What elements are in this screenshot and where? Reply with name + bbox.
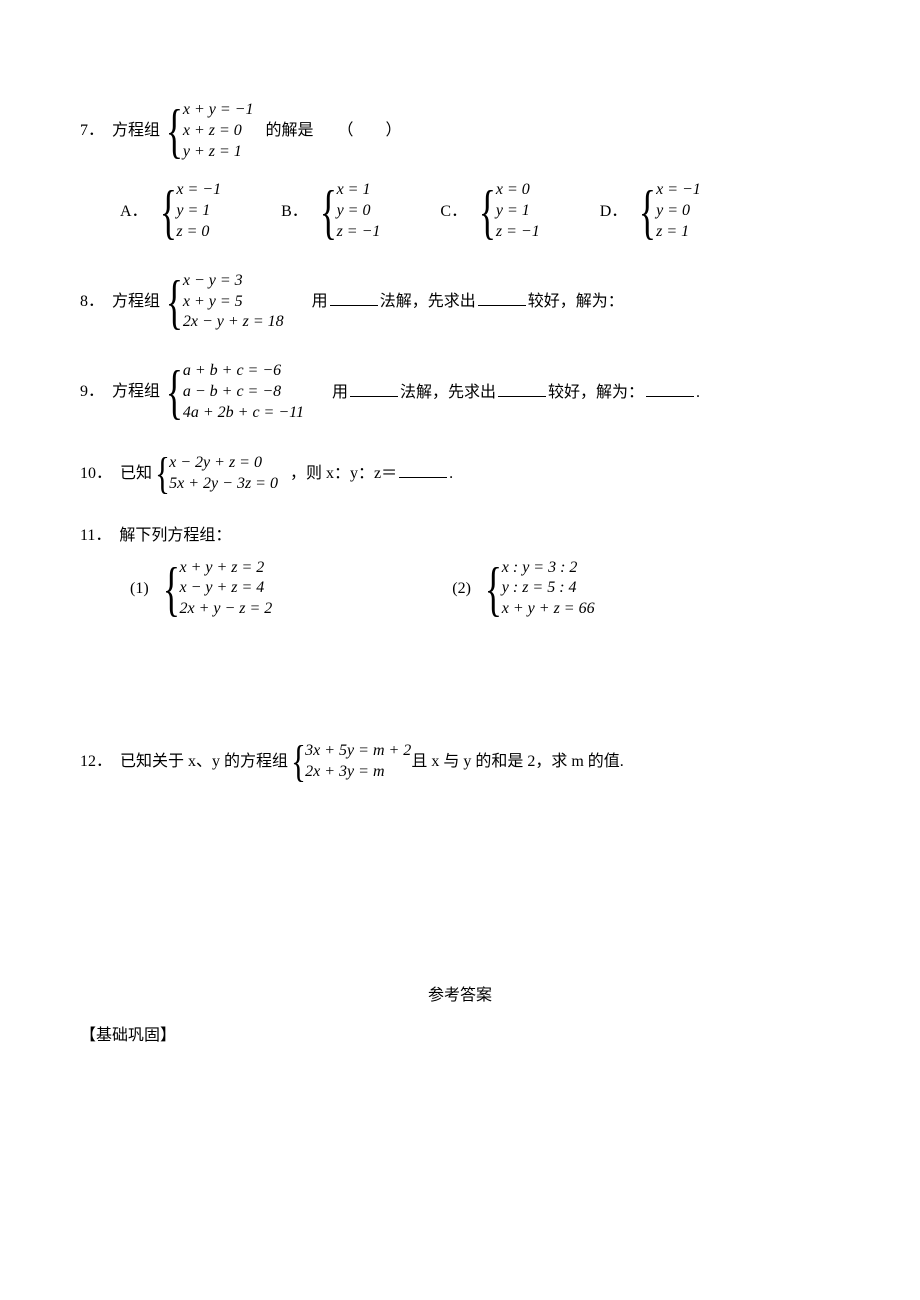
- problem-7-stem: 7． 方程组 { x + y = −1 x + z = 0 y + z = 1 …: [80, 100, 840, 162]
- problem-number: 12．: [80, 750, 112, 774]
- choice-a: A． { x = −1 y = 1 z = 0: [120, 180, 221, 242]
- left-brace-icon: {: [166, 100, 183, 162]
- stem-tail: 用法解，先求出较好，解为：.: [316, 380, 700, 405]
- equation: 2x + 3y = m: [305, 762, 411, 783]
- equation: x = −1: [656, 180, 701, 201]
- problem-number: 8．: [80, 290, 104, 314]
- equation: z = −1: [337, 222, 381, 243]
- sub-problem-2: (2) { x : y = 3 : 2 y : z = 5 : 4 x + y …: [452, 558, 594, 620]
- equation-system: { x + y + z = 2 x − y + z = 4 2x + y − z…: [157, 558, 273, 620]
- problem-label: 解下列方程组：: [119, 524, 231, 548]
- choice-label: C．: [440, 200, 467, 224]
- problem-11: 11． 解下列方程组： (1) { x + y + z = 2 x − y + …: [80, 524, 840, 620]
- equation: x + y = 5: [183, 292, 284, 313]
- equation-system: { 3x + 5y = m + 2 2x + 3y = m: [288, 740, 411, 784]
- equation: x + y + z = 2: [179, 558, 272, 579]
- equation: 4a + 2b + c = −11: [183, 403, 304, 424]
- problem-label: 方程组: [112, 290, 160, 314]
- equation-system: { x − y = 3 x + y = 5 2x − y + z = 18: [160, 271, 284, 333]
- answers-title: 参考答案: [80, 984, 840, 1008]
- equation-system: { x − 2y + z = 0 5x + 2y − 3z = 0: [152, 452, 278, 496]
- choice-b: B． { x = 1 y = 0 z = −1: [281, 180, 380, 242]
- equation: z = 1: [656, 222, 701, 243]
- equations: x + y = −1 x + z = 0 y + z = 1: [183, 100, 254, 162]
- choices: A． { x = −1 y = 1 z = 0 B． { x = 1 y = 0…: [120, 180, 840, 242]
- equation: z = −1: [496, 222, 540, 243]
- left-brace-icon: {: [639, 180, 656, 242]
- left-brace-icon: {: [155, 452, 170, 496]
- problem-label: 已知: [120, 462, 152, 486]
- problem-number: 7．: [80, 119, 104, 143]
- problem-9: 9． 方程组 { a + b + c = −6 a − b + c = −8 4…: [80, 361, 840, 423]
- equation: x − y + z = 4: [179, 578, 272, 599]
- stem-tail: ，则 x：y：z＝.: [290, 461, 453, 486]
- problem-number: 9．: [80, 380, 104, 404]
- equation: y = 1: [176, 201, 221, 222]
- problem-label: 方程组: [112, 119, 160, 143]
- equation: x = 1: [337, 180, 381, 201]
- problem-label: 方程组: [112, 380, 160, 404]
- fill-blank: [350, 380, 398, 397]
- fill-blank: [498, 380, 546, 397]
- answers-section: 【基础巩固】: [80, 1024, 840, 1048]
- left-brace-icon: {: [291, 740, 306, 784]
- problem-7: 7． 方程组 { x + y = −1 x + z = 0 y + z = 1 …: [80, 100, 840, 243]
- choice-label: B．: [281, 200, 308, 224]
- equation: 2x − y + z = 18: [183, 312, 284, 333]
- equation: y + z = 1: [183, 142, 254, 163]
- stem-tail: 的解是 （ ）: [265, 119, 401, 143]
- problem-12: 12． 已知关于 x、y 的方程组 { 3x + 5y = m + 2 2x +…: [80, 740, 840, 784]
- fill-blank: [399, 461, 447, 478]
- equation: y : z = 5 : 4: [502, 578, 595, 599]
- left-brace-icon: {: [159, 180, 176, 242]
- equation: x − 2y + z = 0: [169, 453, 278, 474]
- left-brace-icon: {: [320, 180, 337, 242]
- equation: x + y = −1: [183, 100, 254, 121]
- equation: x = −1: [176, 180, 221, 201]
- equation: 2x + y − z = 2: [179, 599, 272, 620]
- equation: a + b + c = −6: [183, 361, 304, 382]
- left-brace-icon: {: [166, 361, 183, 423]
- equation: y = 0: [337, 201, 381, 222]
- sub-problem-1: (1) { x + y + z = 2 x − y + z = 4 2x + y…: [130, 558, 272, 620]
- equation: 5x + 2y − 3z = 0: [169, 474, 278, 495]
- choice-d: D． { x = −1 y = 0 z = 1: [600, 180, 701, 242]
- equation: x = 0: [496, 180, 540, 201]
- equation: x : y = 3 : 2: [502, 558, 595, 579]
- fill-blank: [478, 289, 526, 306]
- equation-system: { a + b + c = −6 a − b + c = −8 4a + 2b …: [160, 361, 304, 423]
- stem-tail: 用法解，先求出较好，解为：: [296, 289, 624, 314]
- sub-label: (2): [452, 577, 471, 601]
- equation: 3x + 5y = m + 2: [305, 741, 411, 762]
- equation: y = 1: [496, 201, 540, 222]
- equation: x + y + z = 66: [502, 599, 595, 620]
- problem-number: 11．: [80, 524, 111, 548]
- left-brace-icon: {: [166, 271, 183, 333]
- equation-system: { x + y = −1 x + z = 0 y + z = 1: [160, 100, 253, 162]
- choice-c: C． { x = 0 y = 1 z = −1: [440, 180, 539, 242]
- sub-label: (1): [130, 577, 149, 601]
- choice-label: D．: [600, 200, 628, 224]
- equation: x + z = 0: [183, 121, 254, 142]
- problem-10: 10． 已知 { x − 2y + z = 0 5x + 2y − 3z = 0…: [80, 452, 840, 496]
- left-brace-icon: {: [485, 558, 502, 620]
- equation: a − b + c = −8: [183, 382, 304, 403]
- fill-blank: [330, 289, 378, 306]
- equation: z = 0: [176, 222, 221, 243]
- problem-number: 10．: [80, 462, 112, 486]
- equation-system: { x : y = 3 : 2 y : z = 5 : 4 x + y + z …: [479, 558, 595, 620]
- equation: x − y = 3: [183, 271, 284, 292]
- left-brace-icon: {: [162, 558, 179, 620]
- fill-blank: [646, 380, 694, 397]
- equation: y = 0: [656, 201, 701, 222]
- left-brace-icon: {: [479, 180, 496, 242]
- problem-pre: 已知关于 x、y 的方程组: [120, 750, 288, 774]
- choice-label: A．: [120, 200, 148, 224]
- stem-tail: 且 x 与 y 的和是 2，求 m 的值.: [411, 750, 623, 774]
- problem-8: 8． 方程组 { x − y = 3 x + y = 5 2x − y + z …: [80, 271, 840, 333]
- sub-problems: (1) { x + y + z = 2 x − y + z = 4 2x + y…: [130, 558, 840, 620]
